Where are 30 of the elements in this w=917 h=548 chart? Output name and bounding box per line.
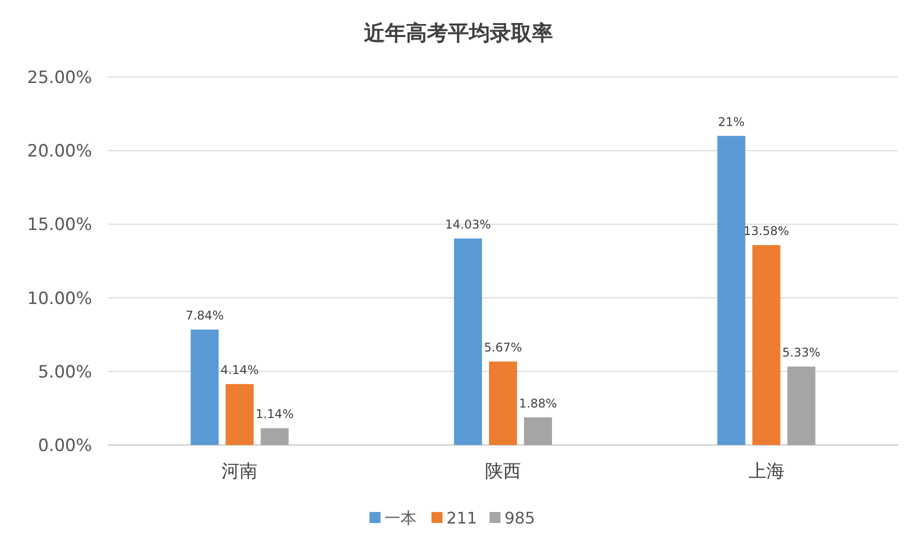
y-tick-label: 15.00% [27, 215, 92, 236]
bar [524, 417, 552, 445]
data-label: 5.33% [782, 346, 820, 360]
bar [717, 136, 746, 445]
legend-label: 985 [504, 508, 536, 528]
bar [190, 330, 219, 445]
data-label: 7.84% [186, 308, 224, 323]
bar [787, 366, 816, 445]
bar [752, 245, 780, 445]
data-label: 14.03% [445, 217, 491, 232]
data-label: 1.88% [518, 396, 558, 410]
y-tick-label: 20.00% [27, 142, 92, 162]
chart-title: 近年高考平均录取率 [363, 21, 553, 45]
bar [454, 238, 482, 445]
bar [489, 362, 517, 445]
y-tick-label: 0.00% [38, 436, 92, 456]
legend-label: 一本 [384, 508, 416, 528]
data-label: 4.14% [220, 363, 259, 378]
data-label: 5.67% [484, 340, 522, 355]
x-tick-label: 河南 [222, 461, 258, 482]
y-tick-label: 10.00% [27, 288, 92, 309]
y-tick-label: 5.00% [38, 362, 92, 382]
bar [260, 428, 289, 445]
data-label: 21% [718, 114, 745, 129]
x-tick-label: 上海 [748, 461, 784, 482]
y-tick-label: 25.00% [27, 68, 92, 88]
data-label: 1.14% [256, 407, 294, 422]
x-tick-label: 陕西 [485, 461, 521, 482]
bar [226, 384, 254, 445]
legend-label: 211 [446, 508, 478, 528]
